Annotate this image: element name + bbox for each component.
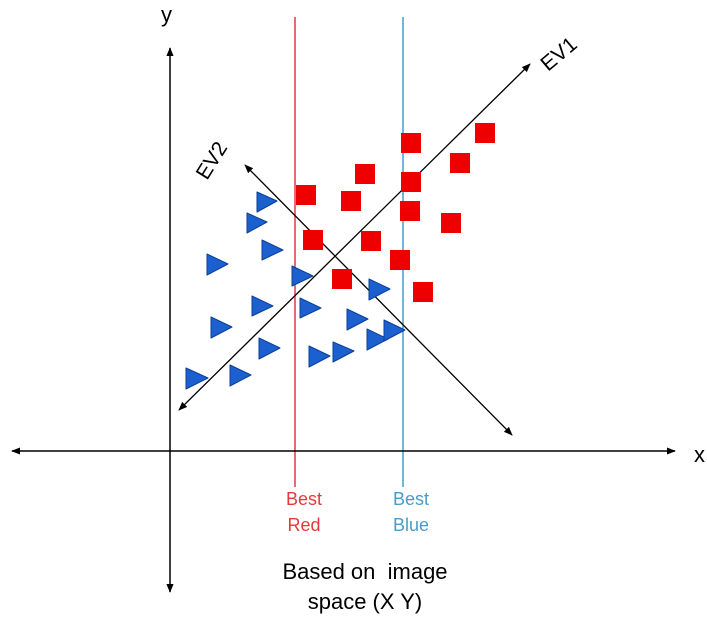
red-square: [355, 164, 375, 184]
blue-triangle: [291, 265, 314, 287]
red-square: [296, 185, 316, 205]
red-square: [390, 250, 410, 270]
red-square: [450, 153, 470, 173]
blue-triangle: [366, 328, 389, 351]
blue-triangle: [206, 253, 229, 276]
red-square: [361, 231, 381, 251]
blue-triangle: [251, 295, 274, 317]
red-squares-group: [296, 123, 495, 302]
best-red-label-line2: Red: [287, 515, 320, 535]
red-square: [400, 201, 420, 221]
ev1-axis: [178, 63, 531, 411]
caption-line1: Based on image: [282, 559, 447, 584]
blue-triangle: [229, 364, 252, 387]
blue-triangle: [383, 319, 406, 342]
red-square: [341, 191, 361, 211]
blue-triangle: [368, 278, 391, 301]
red-square: [332, 269, 352, 289]
blue-triangle: [185, 367, 209, 390]
best-blue-label-line2: Blue: [393, 515, 429, 535]
ev1-label: EV1: [536, 33, 581, 76]
red-square: [475, 123, 495, 143]
blue-triangle: [308, 345, 331, 368]
red-square: [413, 282, 433, 302]
blue-triangle: [261, 239, 284, 261]
x-axis-label: x: [694, 442, 705, 467]
blue-triangles-group: [185, 191, 406, 390]
red-square: [401, 133, 421, 153]
blue-triangle: [258, 337, 281, 360]
best-blue-label-line1: Best: [393, 489, 429, 509]
ev2-axis: [244, 164, 513, 436]
blue-triangle: [246, 212, 268, 234]
best-red-label-line1: Best: [286, 489, 322, 509]
caption-line2: space (X Y): [308, 589, 423, 614]
blue-triangle: [332, 341, 355, 363]
blue-triangle: [299, 297, 322, 319]
red-square: [303, 230, 323, 250]
red-square: [441, 213, 461, 233]
blue-triangle: [210, 316, 233, 339]
red-square: [401, 172, 421, 192]
ev2-label: EV2: [192, 138, 233, 184]
blue-triangle: [346, 308, 369, 331]
blue-triangle: [256, 191, 278, 213]
y-axis-label: y: [161, 2, 172, 27]
